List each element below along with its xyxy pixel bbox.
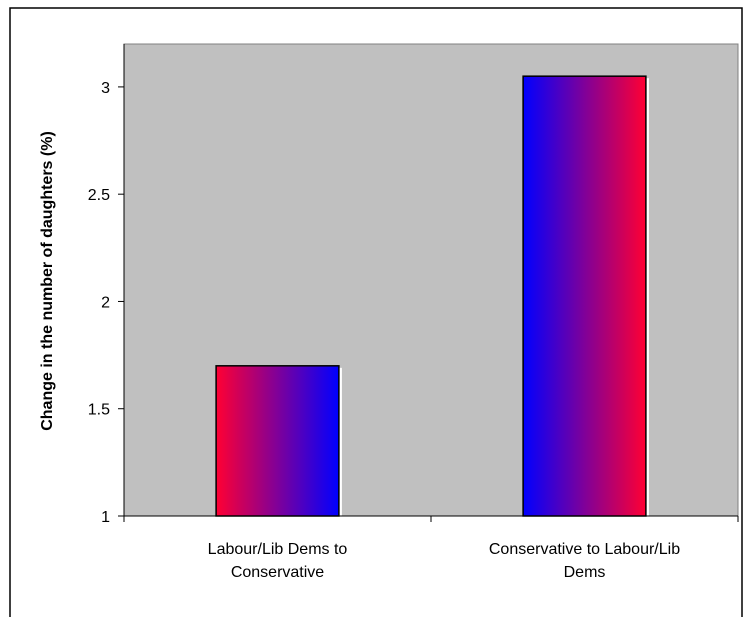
chart-border <box>9 7 743 617</box>
bar-1 <box>215 365 340 517</box>
x-tick-label: Conservative to Labour/Lib Dems <box>489 541 680 581</box>
y-axis-label: Change in the number of daughters (%) <box>39 131 56 431</box>
y-tick-label: 3 <box>101 80 110 97</box>
y-ticks-layer: 1 1.5 2 2.5 3 <box>88 80 124 526</box>
bar-2 <box>522 75 647 517</box>
x-ticks-layer <box>123 516 739 522</box>
x-tick-label: Labour/Lib Dems to Conservative <box>208 541 348 581</box>
y-tick-label: 1 <box>101 509 110 526</box>
y-tick-label: 2 <box>101 294 110 311</box>
y-tick-label: 1.5 <box>88 402 110 419</box>
y-tick-label: 2.5 <box>88 187 110 204</box>
x-labels-layer: Labour/Lib Dems to Conservative Conservati… <box>208 541 681 581</box>
